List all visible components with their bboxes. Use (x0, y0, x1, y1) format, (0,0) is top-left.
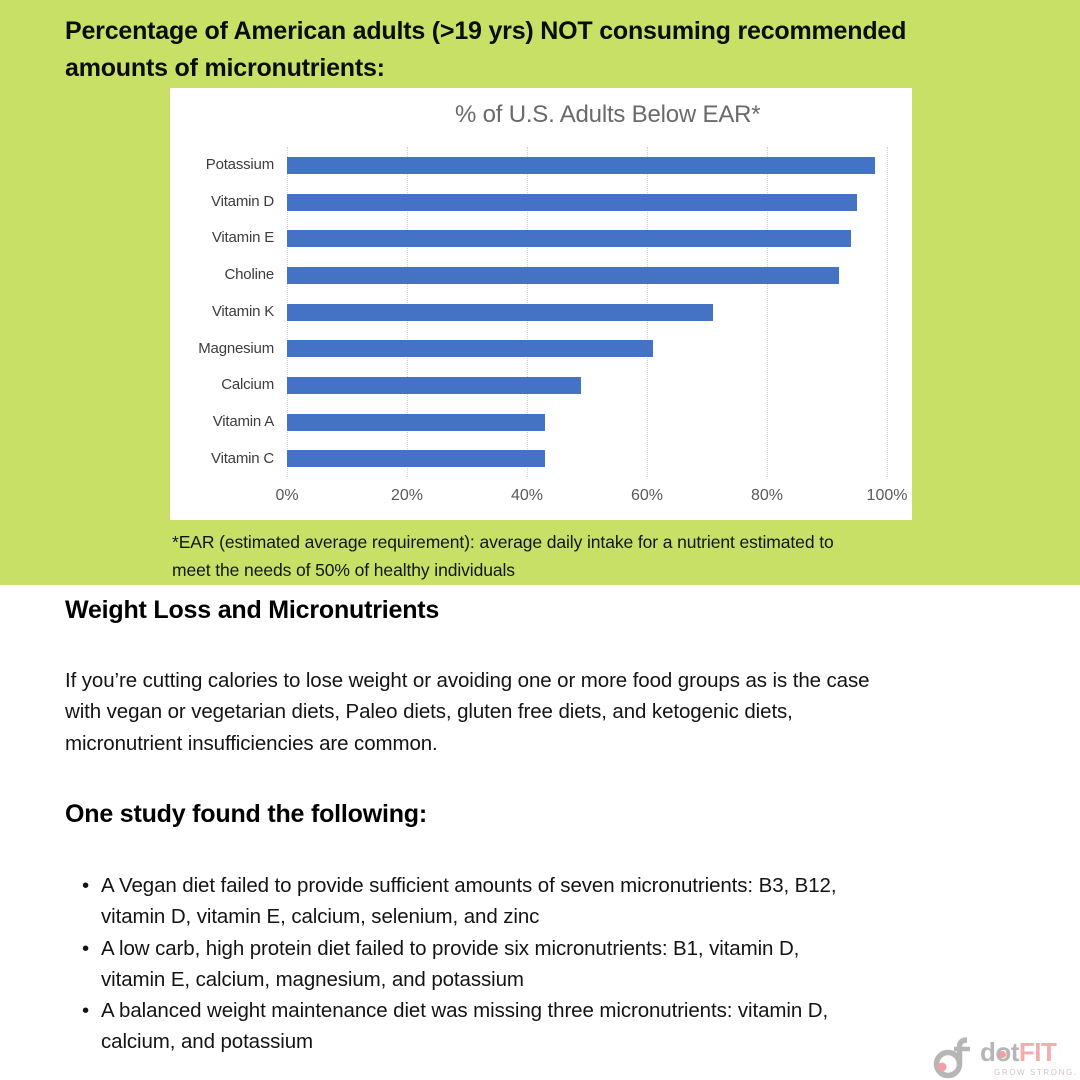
bar-vitamin-e (287, 230, 851, 248)
chart-panel: % of U.S. Adults Below EAR* Potassium Vit… (170, 88, 912, 520)
header-section: Percentage of American adults (>19 yrs) … (0, 0, 1080, 585)
section-heading-weight-loss: Weight Loss and Micronutrients (65, 596, 440, 624)
category-label-potassium: Potassium (205, 156, 274, 173)
category-label-vitamin-c: Vitamin C (211, 449, 274, 467)
bar-potassium (287, 156, 875, 174)
list-item: A low carb, high protein diet failed to … (82, 933, 1022, 996)
x-axis-tick-label: 0% (275, 487, 299, 504)
bar-vitamin-d (287, 193, 857, 211)
logo-tagline: GROW STRONG. (994, 1068, 1078, 1077)
bar-calcium (287, 377, 581, 395)
section-heading-study: One study found the following: (65, 800, 428, 828)
bar-choline (287, 266, 839, 284)
category-label-vitamin-a: Vitamin A (212, 412, 274, 430)
bar-magnesium (287, 340, 653, 358)
category-label-vitamin-d: Vitamin D (211, 192, 274, 210)
dotfit-monogram-icon (933, 1037, 970, 1079)
x-axis-tick-label: 60% (630, 487, 664, 504)
x-axis-tick-label: 80% (750, 487, 784, 504)
bar-chart-plot-area: 0% 20% 40% 60% 80% 100% (275, 147, 907, 504)
x-axis-tick-label: 40% (510, 487, 544, 504)
dotfit-logo-text: dotFIT GROW STRONG. (980, 1035, 1078, 1077)
logo-o-dot-icon (999, 1051, 1006, 1058)
chart-footnote: *EAR (estimated average requirement): av… (172, 532, 834, 580)
list-item: A Vegan diet failed to provide sufficien… (82, 870, 1022, 933)
dotfit-wordmark: dotFIT (980, 1039, 1078, 1065)
chart-title: % of U.S. Adults Below EAR* (455, 101, 761, 128)
category-label-choline: Choline (224, 266, 275, 284)
dotfit-logo: dotFIT GROW STRONG. (929, 1035, 1078, 1080)
bar-vitamin-k (287, 303, 713, 321)
gridline-80% (767, 147, 768, 477)
page-title: Percentage of American adults (>19 yrs) … (65, 17, 907, 82)
bar-vitamin-a (287, 413, 545, 431)
category-label-vitamin-k: Vitamin K (211, 302, 274, 320)
x-axis-tick-label: 100% (866, 487, 908, 504)
paragraph-weight-loss: If you’re cutting calories to lose weigh… (65, 669, 870, 755)
list-item: A balanced weight maintenance diet was m… (82, 995, 1022, 1058)
logo-fit-text: FIT (1018, 1037, 1057, 1067)
category-label-calcium: Calcium (221, 376, 274, 394)
category-label-vitamin-e: Vitamin E (211, 229, 274, 247)
study-findings-list: A Vegan diet failed to provide sufficien… (82, 870, 1022, 1058)
category-label-magnesium: Magnesium (198, 339, 274, 357)
x-axis-tick-label: 20% (390, 487, 424, 504)
gridline-100% (887, 147, 888, 477)
bar-vitamin-c (287, 450, 545, 468)
